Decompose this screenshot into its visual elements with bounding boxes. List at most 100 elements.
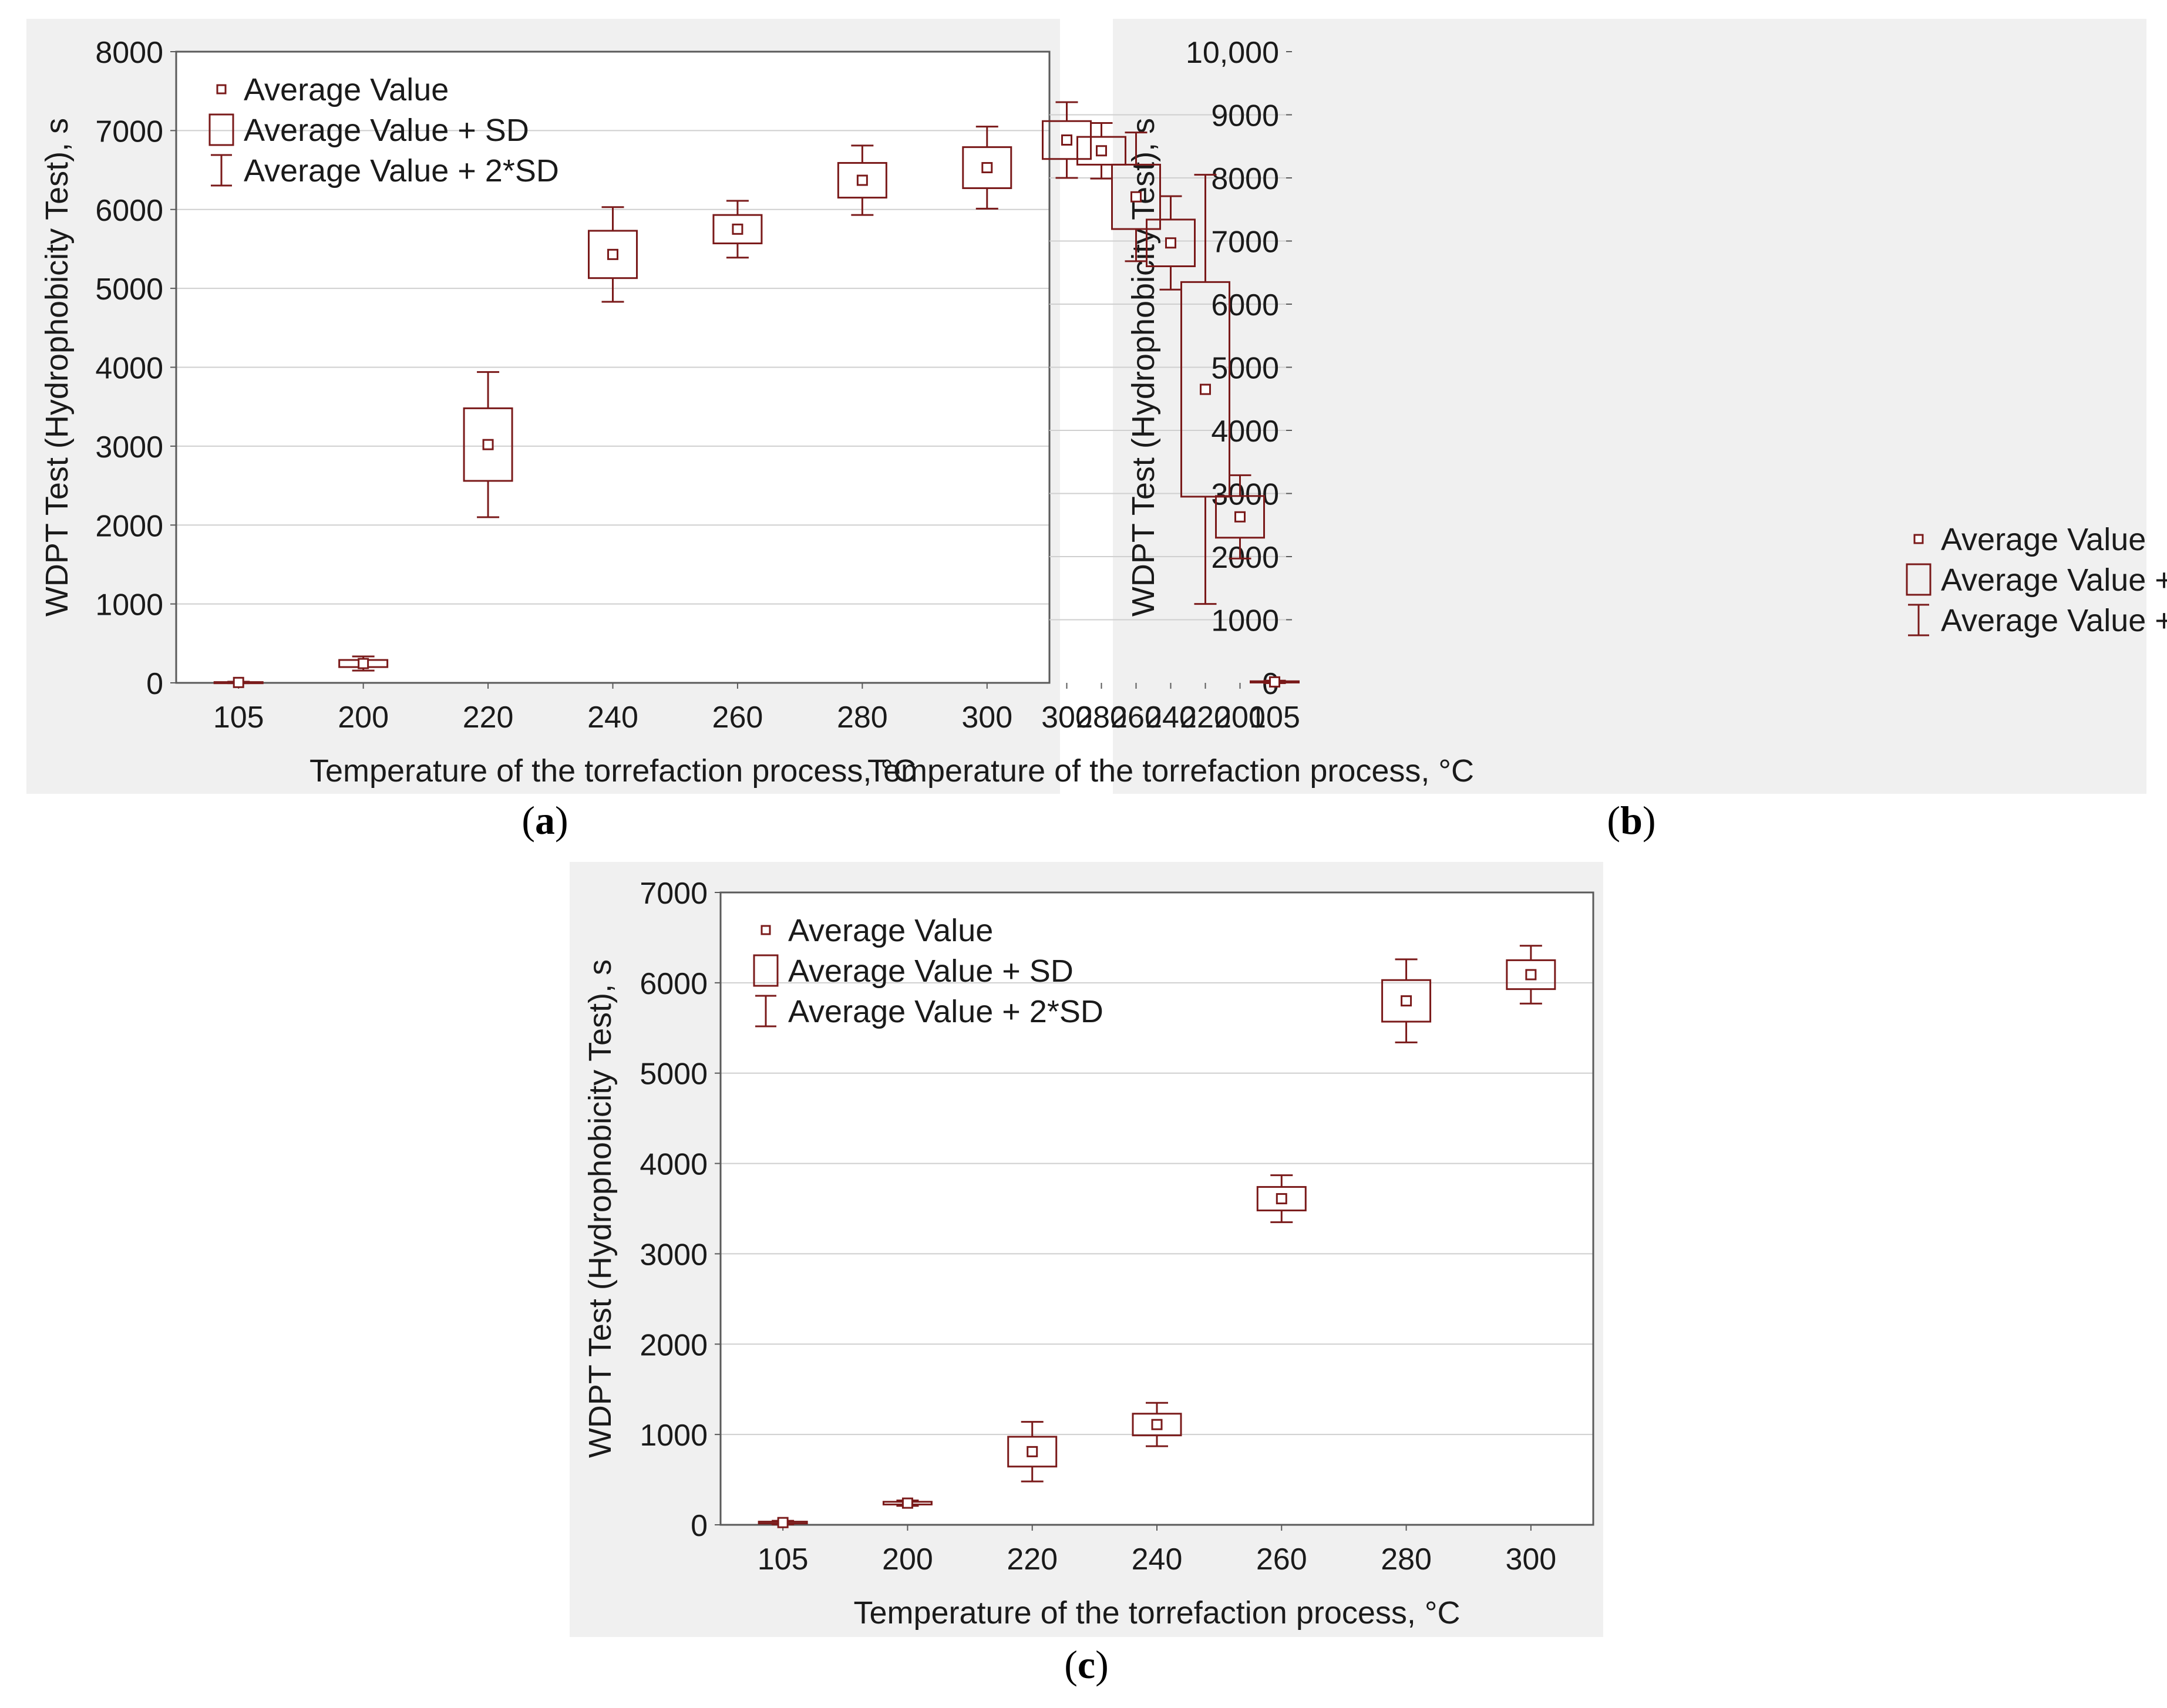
mean-marker [981, 162, 993, 174]
y-tick-label: 8000 [95, 36, 163, 70]
box-300 [962, 126, 1012, 210]
panel-background [1113, 19, 2146, 794]
panel-label: (c) [1064, 1642, 1109, 1687]
mean-marker [732, 223, 743, 235]
box-105 [1250, 676, 1300, 688]
mean-marker [1061, 134, 1072, 146]
box-300 [1506, 945, 1556, 1005]
chart-panel-3: 0 1000 2000 3000 4000 5000 6000 7000 105 200 220 24… [570, 862, 1603, 1687]
x-tick-label: 240 [587, 700, 638, 735]
x-tick-label: 220 [1180, 700, 1231, 735]
panel-label-letter: a [535, 798, 555, 843]
box-220 [1007, 1421, 1058, 1483]
panel-label-letter: b [1620, 798, 1643, 843]
legend-label: Average Value + SD [1941, 562, 2167, 598]
mean-marker [856, 174, 868, 186]
box-300 [1042, 101, 1092, 179]
panel-label: (b) [1607, 798, 1655, 843]
x-tick-label: 260 [1111, 700, 1162, 735]
y-tick-label: 2000 [95, 509, 163, 543]
sd-box [1111, 163, 1161, 230]
mean-marker [777, 1517, 789, 1528]
box-260 [712, 200, 763, 259]
sd-box [1256, 1186, 1307, 1212]
mean-marker [1234, 511, 1246, 523]
mean-marker [1151, 1419, 1163, 1430]
y-tick-label: 1000 [1211, 604, 1279, 638]
sd-box [1007, 1436, 1058, 1468]
box-280 [837, 144, 887, 216]
y-tick-label: 5000 [95, 272, 163, 306]
y-tick-label: 2000 [640, 1328, 708, 1362]
sd-box [1381, 979, 1432, 1023]
mean-marker [1165, 237, 1176, 249]
x-tick-label: 260 [712, 700, 763, 735]
chart-panel-2: 010002000300040005000600070008000900010,… [867, 19, 2167, 843]
y-tick-label: 6000 [95, 194, 163, 228]
x-tick-label: 220 [1007, 1542, 1058, 1576]
box-105 [758, 1517, 808, 1528]
x-tick-label: 200 [338, 700, 389, 735]
mean-marker [1269, 676, 1280, 688]
mean-marker [482, 439, 494, 450]
x-tick-label: 200 [1214, 700, 1266, 735]
x-tick-label: 280 [1076, 700, 1127, 735]
sd-box [712, 214, 763, 245]
box-200 [882, 1497, 933, 1509]
mean-marker [1200, 383, 1211, 395]
x-axis-title: Temperature of the torrefaction process,… [853, 1595, 1460, 1630]
box-240 [1146, 195, 1196, 291]
legend-label: Average Value + SD [244, 113, 529, 148]
y-tick-label: 5000 [640, 1057, 708, 1091]
x-tick-label: 300 [961, 700, 1012, 735]
legend: Average Value Average Value + SD Average V… [208, 72, 559, 188]
legend-box-symbol [208, 113, 234, 146]
legend-whisker-symbol [1908, 604, 1929, 636]
y-tick-label: 6000 [1211, 288, 1279, 322]
y-tick-label: 1000 [640, 1419, 708, 1453]
sd-box [1215, 495, 1265, 539]
plot-frame [719, 891, 1594, 1526]
y-tick-label: 3000 [1211, 478, 1279, 512]
box-280 [1381, 958, 1432, 1043]
legend-whisker-symbol [211, 154, 232, 187]
sd-box [962, 146, 1012, 189]
y-axis-title: WDPT Test (Hydrophobicity Test), s [39, 118, 75, 617]
sd-box [1180, 281, 1230, 498]
panel-label-close: ) [1643, 798, 1656, 843]
x-tick-label: 240 [1145, 700, 1196, 735]
sd-box [588, 230, 638, 279]
box-200 [1215, 474, 1265, 560]
legend: Average Value Average Value + SD Average V… [1906, 522, 2167, 638]
legend: Average Value Average Value + SD Average V… [753, 913, 1103, 1029]
x-tick-label: 280 [837, 700, 888, 735]
mean-marker [901, 1497, 913, 1509]
y-tick-label: 4000 [95, 352, 163, 386]
y-tick-label: 3000 [95, 430, 163, 464]
x-tick-label: 105 [213, 700, 264, 735]
panel-label-letter: c [1078, 1642, 1095, 1687]
panel-label-open: ( [1064, 1642, 1078, 1687]
panel-label: (a) [521, 798, 568, 843]
sd-box [1132, 1413, 1182, 1437]
legend-label: Average Value [1941, 522, 2146, 557]
legend-mean-symbol [216, 84, 227, 95]
box-105 [213, 676, 264, 688]
x-tick-label: 240 [1132, 1542, 1183, 1576]
legend-label: Average Value + 2*SD [244, 153, 559, 188]
mean-marker [1130, 191, 1142, 203]
panel-label-open: ( [1607, 798, 1620, 843]
sd-box [1042, 120, 1092, 160]
sd-box [837, 161, 887, 199]
y-tick-label: 7000 [1211, 225, 1279, 260]
x-tick-label: 300 [1041, 700, 1092, 735]
box-220 [1180, 174, 1230, 605]
y-tick-label: 7000 [95, 114, 163, 149]
box-280 [1076, 122, 1126, 180]
y-tick-label: 8000 [1211, 162, 1279, 196]
sd-box [1076, 136, 1126, 166]
x-tick-label: 105 [758, 1542, 809, 1576]
mean-marker [607, 248, 618, 260]
x-tick-label: 300 [1505, 1542, 1556, 1576]
